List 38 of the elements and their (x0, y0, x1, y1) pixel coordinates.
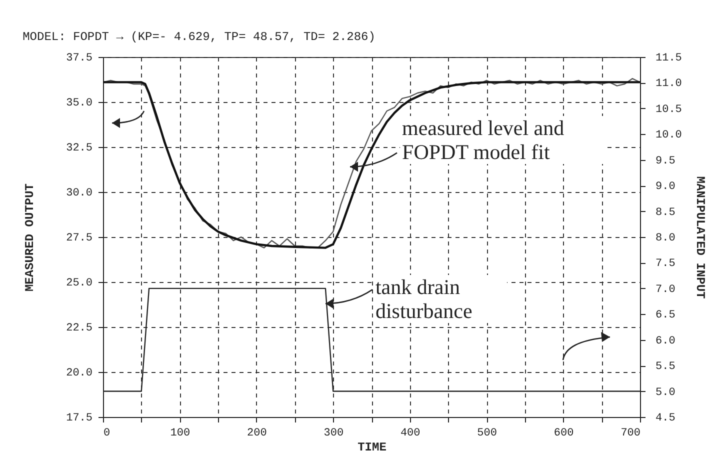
y2-tick-label: 10.0 (656, 130, 682, 142)
y2-tick-label: 9.5 (656, 155, 676, 168)
y2-tick-label: 5.5 (656, 361, 676, 374)
annotation: tank drain disturbance (373, 274, 508, 323)
y2-tick-label: 11.0 (656, 78, 682, 90)
y-tick-label: 27.5 (66, 232, 92, 244)
y2-tick-label: 7.5 (656, 258, 676, 270)
y2-tick-label: 7.0 (656, 284, 676, 296)
y-tick-label: 37.5 (66, 52, 92, 64)
x-axis-title: TIME (358, 440, 386, 454)
y2-tick-label: 9.0 (656, 181, 676, 194)
y-tick-label: 30.0 (66, 188, 92, 200)
y2-axis-title: MANIPULATED INPUT (692, 176, 707, 299)
y-axis-title: MEASURED OUTPUT (23, 183, 38, 292)
x-tick-label: 100 (170, 428, 190, 440)
y-tick-label: 25.0 (66, 278, 92, 290)
y2-tick-label: 8.5 (656, 206, 676, 219)
y2-tick-label: 8.0 (656, 232, 676, 244)
y2-tick-label: 4.5 (656, 412, 676, 424)
y2-tick-label: 10.5 (656, 104, 682, 116)
x-tick-label: 600 (554, 428, 574, 440)
y2-tick-label: 6.0 (656, 335, 676, 348)
y-tick-label: 20.0 (66, 368, 92, 380)
y-tick-label: 32.5 (66, 142, 92, 154)
x-tick-label: 500 (477, 428, 497, 440)
x-tick-label: 700 (620, 428, 640, 440)
x-tick-label: 300 (324, 428, 344, 440)
y-tick-label: 17.5 (66, 412, 92, 424)
y2-tick-label: 5.0 (656, 386, 676, 399)
y2-tick-label: 11.5 (656, 52, 682, 64)
y-tick-label: 35.0 (66, 98, 92, 110)
chart-subtitle: MODEL: FOPDT → (KP=- 4.629, TP= 48.57, TD= 2.286) (22, 30, 376, 44)
x-tick-label: 200 (247, 428, 267, 440)
y-tick-label: 22.5 (66, 322, 92, 334)
x-tick-label: 0 (104, 428, 110, 440)
annotation: measured level and FOPDT model fit (400, 116, 604, 164)
x-tick-label: 400 (400, 428, 420, 440)
y2-tick-label: 6.5 (656, 310, 676, 322)
